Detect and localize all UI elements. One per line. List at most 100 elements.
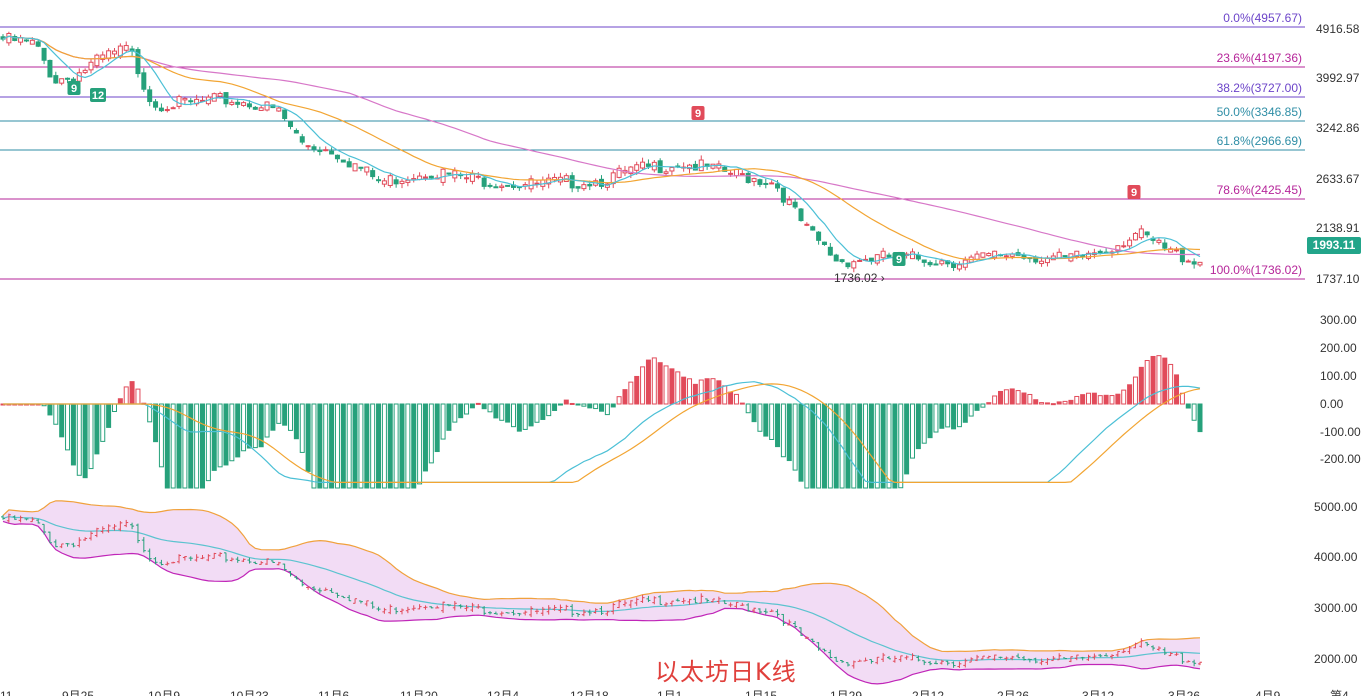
- macd-bar: [769, 403, 775, 440]
- date-tick: 12月4: [487, 689, 519, 696]
- macd-bar: [1033, 399, 1039, 405]
- macd-bar: [469, 403, 475, 409]
- macd-bar: [1068, 399, 1074, 405]
- macd-bar: [411, 403, 417, 489]
- candle: [170, 107, 176, 110]
- candle: [1197, 261, 1203, 266]
- date-tick: 2月26: [997, 689, 1029, 696]
- macd-bar: [563, 399, 569, 405]
- td-marker-label: 9: [896, 254, 902, 266]
- candle: [534, 182, 540, 185]
- candle: [698, 159, 704, 172]
- macd-bar: [1074, 395, 1080, 405]
- candle: [123, 45, 129, 51]
- candle: [264, 101, 270, 111]
- candle: [346, 161, 352, 168]
- td-marker: [67, 81, 81, 95]
- td-marker: [691, 106, 705, 120]
- candle: [47, 59, 53, 78]
- candle: [868, 257, 874, 262]
- macd-bar: [288, 403, 294, 431]
- candle: [810, 226, 816, 231]
- candle: [475, 175, 481, 178]
- candle: [499, 185, 505, 188]
- candle: [1003, 255, 1009, 258]
- candle: [188, 100, 194, 103]
- date-tick: 4月9: [1255, 689, 1281, 696]
- macd-bar: [857, 403, 863, 489]
- fib-label: 61.8%(2966.69): [1217, 134, 1302, 148]
- date-tick: 3月12: [1082, 689, 1114, 696]
- macd-bar: [1103, 394, 1109, 405]
- ma-slow-line: [2, 35, 1200, 256]
- macd-bar: [100, 403, 106, 442]
- candle: [786, 199, 792, 205]
- macd-bar: [1080, 394, 1086, 405]
- candle: [745, 172, 751, 184]
- macd-bar: [1027, 393, 1033, 405]
- candle: [986, 253, 992, 257]
- candle: [874, 254, 880, 264]
- macd-bar: [493, 403, 499, 419]
- macd-bar: [1056, 401, 1062, 405]
- macd-bar: [1062, 400, 1068, 405]
- candle: [616, 167, 622, 178]
- macd-bar: [188, 403, 194, 489]
- candle: [575, 186, 581, 189]
- date-tick: 2月12: [912, 689, 944, 696]
- candle: [1174, 249, 1180, 252]
- macd-bar: [593, 403, 599, 410]
- macd-bar: [522, 403, 528, 430]
- bollinger-tick: 2000.00: [1314, 652, 1358, 666]
- candle: [640, 161, 646, 169]
- candle: [1144, 231, 1150, 236]
- candle: [282, 109, 288, 119]
- candle: [29, 39, 35, 45]
- macd-bar: [276, 403, 282, 424]
- macd-bar: [1150, 355, 1156, 405]
- macd-bar: [464, 403, 470, 415]
- candle: [980, 252, 986, 258]
- candle: [364, 166, 370, 173]
- macd-bar: [810, 403, 816, 489]
- macd-bar: [1050, 403, 1056, 406]
- candle: [334, 154, 340, 160]
- candle: [100, 54, 106, 60]
- macd-bar: [370, 403, 376, 489]
- macd-bar: [405, 403, 411, 489]
- low-marker-label: 1736.02 ›: [834, 271, 885, 285]
- candle: [422, 176, 428, 179]
- bollinger-tick: 3000.00: [1314, 601, 1358, 615]
- macd-bar: [868, 403, 874, 489]
- macd-bar: [587, 403, 593, 409]
- macd-bar: [775, 403, 781, 448]
- macd-bar: [376, 403, 382, 489]
- macd-bar: [1144, 360, 1150, 405]
- candle: [722, 166, 728, 172]
- macd-bar: [939, 403, 945, 429]
- date-tick: 1月1: [657, 689, 683, 696]
- macd-bar: [962, 403, 968, 423]
- candle: [1115, 245, 1121, 252]
- macd-bar: [264, 403, 270, 438]
- candle: [628, 166, 634, 175]
- candle: [246, 103, 252, 108]
- candle: [827, 246, 833, 256]
- candle: [833, 254, 839, 262]
- ma-mid-line: [2, 35, 1201, 261]
- candle: [663, 171, 669, 174]
- candle: [1121, 245, 1127, 248]
- candle: [329, 150, 335, 155]
- macd-bar: [135, 388, 141, 405]
- macd-bar: [458, 403, 464, 419]
- macd-bar: [1156, 355, 1162, 405]
- date-tick: 11月20: [400, 689, 438, 696]
- candle: [739, 173, 745, 176]
- macd-bar: [692, 383, 698, 405]
- macd-bar: [1121, 389, 1127, 405]
- candle: [158, 107, 164, 112]
- current-price-badge: 1993.11: [1307, 237, 1361, 254]
- candle: [728, 172, 734, 175]
- macd-bar: [65, 403, 71, 451]
